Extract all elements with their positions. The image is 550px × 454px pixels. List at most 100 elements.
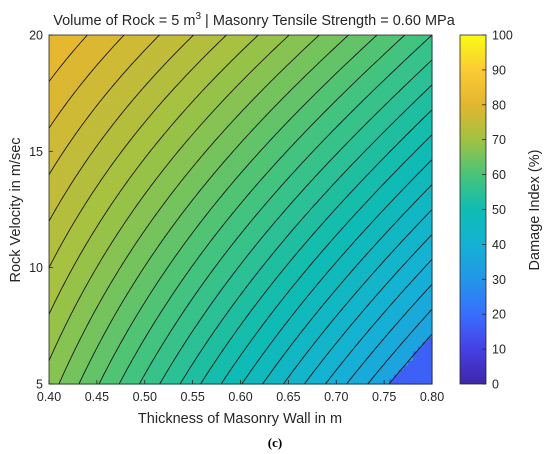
contour-cell bbox=[317, 76, 323, 83]
contour-cell bbox=[187, 258, 194, 264]
contour-cell bbox=[82, 337, 88, 343]
contour-cell bbox=[53, 272, 60, 278]
contour-cell bbox=[336, 351, 342, 357]
contour-cell bbox=[274, 39, 280, 45]
contour-cell bbox=[350, 323, 356, 329]
contour-cell bbox=[183, 160, 189, 166]
contour-cell bbox=[183, 230, 189, 236]
contour-cell bbox=[101, 263, 108, 269]
contour-cell bbox=[192, 249, 199, 255]
contour-cell bbox=[288, 169, 294, 176]
contour-cell bbox=[278, 137, 285, 143]
contour-cell bbox=[307, 100, 313, 106]
contour-cell bbox=[326, 35, 333, 41]
contour-cell bbox=[254, 342, 261, 348]
contour-cell bbox=[254, 309, 261, 315]
contour-cell bbox=[230, 128, 237, 134]
contour-cell bbox=[87, 346, 93, 353]
contour-cell bbox=[106, 62, 112, 69]
contour-cell bbox=[341, 142, 347, 148]
contour-cell bbox=[230, 118, 237, 125]
contour-cell bbox=[125, 169, 131, 176]
contour-cell bbox=[264, 351, 270, 357]
contour-cell bbox=[307, 128, 313, 134]
contour-cell bbox=[250, 188, 256, 194]
contour-cell bbox=[293, 300, 299, 306]
contour-cell bbox=[216, 151, 222, 157]
contour-cell bbox=[111, 137, 117, 143]
contour-cell bbox=[58, 356, 64, 362]
contour-cell bbox=[269, 374, 275, 380]
contour-cell bbox=[302, 337, 309, 343]
contour-cell bbox=[139, 202, 146, 208]
contour-cell bbox=[211, 365, 218, 371]
contour-cell bbox=[235, 370, 242, 376]
contour-cell bbox=[336, 360, 342, 366]
contour-cell bbox=[77, 197, 84, 204]
contour-cell bbox=[240, 123, 246, 129]
contour-cell bbox=[355, 342, 361, 348]
contour-cell bbox=[269, 263, 275, 269]
contour-cell bbox=[269, 272, 275, 278]
contour-cell bbox=[355, 379, 361, 385]
contour-cell bbox=[72, 169, 79, 176]
contour-cell bbox=[120, 90, 127, 97]
contour-cell bbox=[149, 123, 155, 129]
contour-cell bbox=[302, 72, 309, 78]
contour-cell bbox=[211, 235, 218, 241]
contour-cell bbox=[302, 132, 309, 138]
contour-cell bbox=[312, 67, 318, 73]
contour-cell bbox=[63, 81, 69, 87]
contour-cell bbox=[87, 263, 93, 269]
contour-cell bbox=[226, 118, 232, 125]
contour-cell bbox=[92, 300, 98, 306]
contour-cell bbox=[317, 286, 323, 292]
contour-cell bbox=[135, 132, 141, 138]
contour-cell bbox=[283, 244, 289, 250]
contour-cell bbox=[87, 258, 93, 264]
contour-cell bbox=[269, 342, 275, 348]
contour-cell bbox=[173, 100, 179, 106]
contour-cell bbox=[216, 142, 222, 148]
contour-cell bbox=[96, 360, 103, 366]
contour-cell bbox=[341, 183, 347, 190]
contour-cell bbox=[312, 53, 318, 59]
contour-cell bbox=[139, 342, 146, 348]
contour-cell bbox=[226, 114, 232, 120]
contour-cell bbox=[130, 272, 136, 278]
contour-cell bbox=[326, 53, 333, 59]
contour-cell bbox=[144, 263, 151, 269]
contour-cell bbox=[341, 128, 347, 134]
contour-cell bbox=[283, 365, 289, 371]
contour-cell bbox=[307, 81, 313, 87]
contour-cell bbox=[87, 183, 93, 190]
contour-cell bbox=[58, 67, 64, 73]
contour-cell bbox=[293, 263, 299, 269]
contour-cell bbox=[173, 221, 179, 227]
contour-cell bbox=[230, 197, 237, 204]
contour-cell bbox=[245, 290, 251, 297]
contour-cell bbox=[331, 263, 337, 269]
contour-cell bbox=[259, 356, 266, 362]
contour-cell bbox=[336, 370, 342, 376]
contour-cell bbox=[350, 258, 356, 264]
contour-cell bbox=[240, 151, 246, 157]
contour-cell bbox=[288, 365, 294, 371]
contour-cell bbox=[159, 109, 165, 115]
contour-cell bbox=[360, 365, 366, 371]
contour-cell bbox=[139, 318, 146, 325]
contour-cell bbox=[87, 207, 93, 213]
contour-cell bbox=[221, 290, 227, 297]
contour-cell bbox=[58, 239, 64, 245]
contour-cell bbox=[355, 165, 361, 171]
contour-cell bbox=[240, 188, 246, 194]
contour-cell bbox=[283, 39, 289, 45]
contour-cell bbox=[68, 67, 74, 73]
contour-cell bbox=[53, 300, 60, 306]
contour-cell bbox=[250, 304, 256, 311]
contour-cell bbox=[202, 114, 208, 120]
contour-cell bbox=[130, 332, 136, 339]
contour-cell bbox=[49, 239, 55, 245]
contour-cell bbox=[77, 146, 84, 152]
contour-cell bbox=[254, 197, 261, 204]
